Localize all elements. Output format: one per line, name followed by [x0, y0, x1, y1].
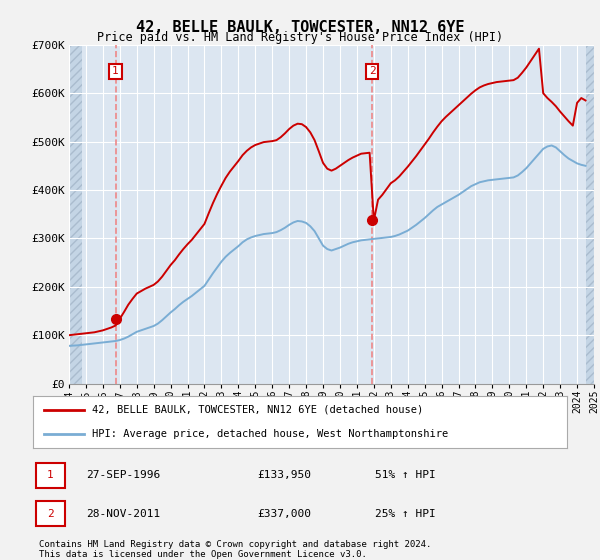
Text: 25% ↑ HPI: 25% ↑ HPI: [375, 508, 436, 519]
Text: 42, BELLE BAULK, TOWCESTER, NN12 6YE: 42, BELLE BAULK, TOWCESTER, NN12 6YE: [136, 20, 464, 35]
Text: This data is licensed under the Open Government Licence v3.0.: This data is licensed under the Open Gov…: [39, 550, 367, 559]
Text: 42, BELLE BAULK, TOWCESTER, NN12 6YE (detached house): 42, BELLE BAULK, TOWCESTER, NN12 6YE (de…: [92, 405, 423, 415]
Text: 2: 2: [47, 508, 53, 519]
Text: 1: 1: [112, 67, 119, 76]
Text: 1: 1: [47, 470, 53, 480]
Text: 28-NOV-2011: 28-NOV-2011: [86, 508, 161, 519]
FancyBboxPatch shape: [35, 501, 65, 526]
Bar: [586, 45, 600, 384]
Text: £133,950: £133,950: [257, 470, 311, 480]
Text: Contains HM Land Registry data © Crown copyright and database right 2024.: Contains HM Land Registry data © Crown c…: [39, 540, 431, 549]
Text: 27-SEP-1996: 27-SEP-1996: [86, 470, 161, 480]
FancyBboxPatch shape: [35, 463, 65, 488]
Text: 51% ↑ HPI: 51% ↑ HPI: [375, 470, 436, 480]
Bar: [69, 45, 82, 384]
Text: HPI: Average price, detached house, West Northamptonshire: HPI: Average price, detached house, West…: [92, 429, 448, 439]
Text: £337,000: £337,000: [257, 508, 311, 519]
Text: 2: 2: [369, 67, 376, 76]
Text: Price paid vs. HM Land Registry's House Price Index (HPI): Price paid vs. HM Land Registry's House …: [97, 31, 503, 44]
